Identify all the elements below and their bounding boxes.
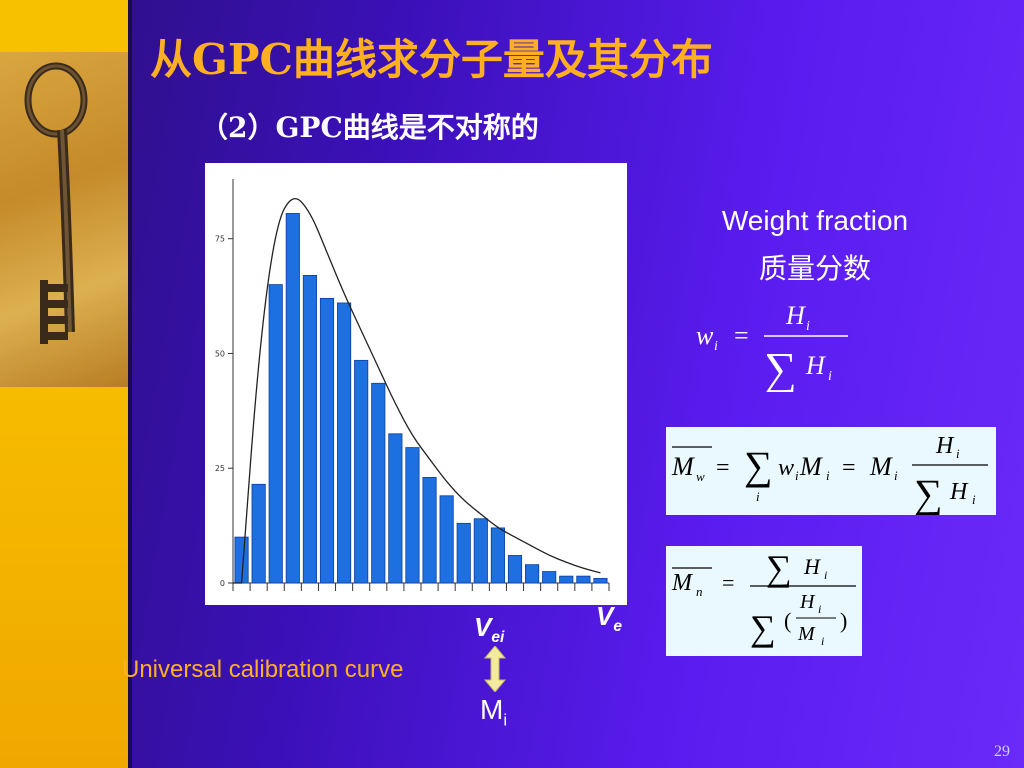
svg-text:H: H xyxy=(935,433,955,459)
svg-text:H: H xyxy=(785,301,806,330)
svg-text:i: i xyxy=(894,468,898,483)
bar xyxy=(251,483,266,584)
svg-text:=: = xyxy=(842,455,856,481)
bar xyxy=(593,578,608,584)
hi-label: Hi xyxy=(479,470,503,506)
y-tick-label: 50 xyxy=(215,349,225,358)
bar xyxy=(337,302,352,584)
svg-text:i: i xyxy=(756,489,760,504)
key-image xyxy=(0,52,128,387)
bar xyxy=(576,575,591,584)
gpc-chart: 0 25 50 75 xyxy=(205,163,627,605)
svg-text:=: = xyxy=(722,570,734,595)
svg-text:i: i xyxy=(795,468,799,483)
svg-text:i: i xyxy=(826,468,830,483)
svg-text:): ) xyxy=(840,608,847,633)
distribution-curve xyxy=(233,197,601,584)
svg-text:i: i xyxy=(972,492,976,507)
svg-text:M: M xyxy=(671,570,694,596)
gpc-chart-svg: 0 25 50 75 xyxy=(215,179,610,591)
svg-text:M: M xyxy=(799,452,823,481)
svg-text:w: w xyxy=(696,321,714,350)
svg-text:M: M xyxy=(869,452,893,481)
bar xyxy=(525,564,540,584)
svg-text:=: = xyxy=(734,321,749,350)
svg-text:w: w xyxy=(778,455,794,481)
bar xyxy=(507,555,523,584)
weight-fraction-label: Weight fraction xyxy=(721,205,909,236)
vei-label: Vei xyxy=(474,612,505,647)
svg-text:H: H xyxy=(803,554,821,579)
bar xyxy=(422,477,437,584)
svg-text:H: H xyxy=(949,479,969,505)
svg-text:∑: ∑ xyxy=(764,343,797,392)
svg-text:M: M xyxy=(797,623,816,645)
svg-text:i: i xyxy=(956,446,960,461)
bar xyxy=(302,275,317,584)
svg-text:i: i xyxy=(824,568,827,582)
mi-label: Mi xyxy=(480,694,508,730)
bar xyxy=(371,382,386,584)
left-band-edge xyxy=(128,0,132,768)
double-arrow-icon xyxy=(484,646,506,692)
slide-subtitle: （2）GPC曲线是不对称的 xyxy=(200,111,539,144)
bar xyxy=(559,575,574,584)
svg-text:i: i xyxy=(818,602,821,616)
bar xyxy=(456,522,471,584)
svg-text:n: n xyxy=(696,584,703,599)
y-tick-label: 75 xyxy=(215,235,225,244)
bar xyxy=(388,433,403,584)
ve-label: Ve xyxy=(596,601,623,636)
bar xyxy=(542,571,557,584)
bar xyxy=(354,359,369,584)
svg-text:i: i xyxy=(714,339,718,354)
y-tick-label: 25 xyxy=(215,464,225,473)
svg-text:w: w xyxy=(696,469,705,484)
bar xyxy=(405,447,420,584)
slide-title: 从GPC曲线求分子量及其分布 xyxy=(150,35,713,84)
svg-text:i: i xyxy=(821,634,824,648)
bar xyxy=(490,527,505,584)
bar xyxy=(319,297,335,584)
svg-text:∑: ∑ xyxy=(914,471,943,515)
svg-text:=: = xyxy=(716,455,730,481)
svg-text:i: i xyxy=(806,319,810,334)
bar xyxy=(285,213,300,584)
svg-text:∑: ∑ xyxy=(766,548,792,588)
svg-text:H: H xyxy=(805,351,826,380)
svg-text:∑: ∑ xyxy=(744,443,773,488)
bar xyxy=(473,518,488,584)
weight-fraction-label-cn: 质量分数 xyxy=(758,252,871,285)
svg-text:(: ( xyxy=(784,608,791,633)
svg-text:i: i xyxy=(828,369,832,384)
svg-text:H: H xyxy=(799,591,816,613)
svg-text:∑: ∑ xyxy=(750,608,776,648)
svg-text:M: M xyxy=(671,452,695,481)
top-left-strip xyxy=(0,0,128,52)
bar xyxy=(439,495,454,584)
bar xyxy=(268,284,283,584)
page-number: 29 xyxy=(994,743,1010,760)
y-tick-label: 0 xyxy=(220,579,225,588)
calibration-label: Universal calibration curve xyxy=(122,656,404,683)
